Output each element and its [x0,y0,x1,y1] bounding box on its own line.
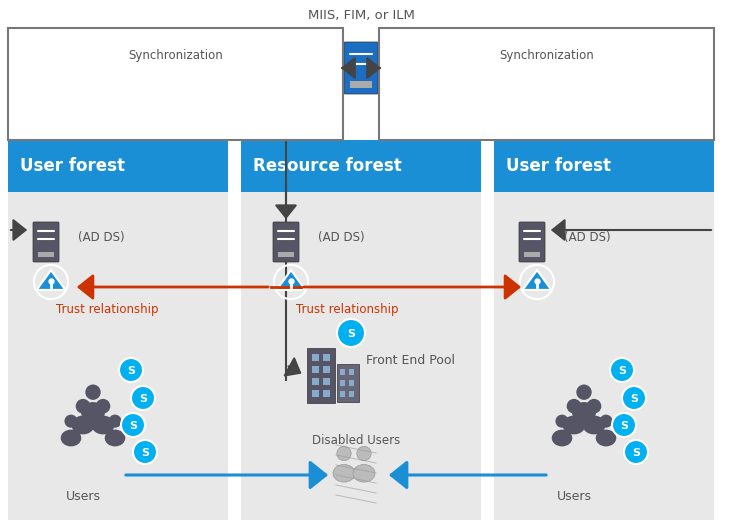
Bar [340,380,345,386]
Bar [37,251,55,257]
Ellipse shape [105,430,125,446]
Bar [323,353,330,360]
Polygon shape [276,270,306,290]
Bar [494,140,714,520]
Ellipse shape [572,402,596,422]
Text: S: S [129,421,137,431]
Bar [8,140,228,192]
Text: Front End Pool: Front End Pool [366,353,455,367]
Ellipse shape [595,430,616,446]
Text: Resource forest: Resource forest [253,157,402,175]
Ellipse shape [91,416,114,434]
Bar [323,366,330,372]
Text: S: S [630,394,638,404]
Bar [8,28,343,140]
Text: Disabled Users: Disabled Users [312,433,400,446]
Circle shape [85,385,101,400]
Circle shape [108,415,122,428]
Text: S: S [620,421,628,431]
Bar [278,251,294,257]
Text: MIIS, FIM, or ILM: MIIS, FIM, or ILM [308,8,415,22]
Text: S: S [141,448,149,458]
Bar [350,80,372,88]
Bar [340,369,345,375]
Bar [349,380,354,386]
Bar [312,366,319,372]
Ellipse shape [72,416,94,434]
Bar [241,140,481,520]
FancyBboxPatch shape [344,42,378,94]
Bar [312,389,319,397]
Circle shape [121,413,145,437]
FancyBboxPatch shape [33,222,59,262]
Ellipse shape [333,464,355,482]
Text: S: S [632,448,640,458]
Circle shape [337,319,365,347]
Bar [312,378,319,385]
Circle shape [357,446,371,461]
Circle shape [133,440,157,464]
Ellipse shape [81,402,105,422]
Text: (AD DS): (AD DS) [318,231,365,243]
Text: User forest: User forest [506,157,611,175]
Bar [349,391,354,397]
FancyBboxPatch shape [273,222,299,262]
Bar [494,140,714,192]
Circle shape [567,399,581,414]
Circle shape [131,386,155,410]
Circle shape [622,386,646,410]
Circle shape [96,399,111,414]
Circle shape [556,415,568,428]
Text: Synchronization: Synchronization [128,49,223,61]
Bar [312,353,319,360]
Ellipse shape [552,430,572,446]
Text: S: S [127,366,135,376]
Text: User forest: User forest [20,157,125,175]
Bar [524,251,540,257]
Circle shape [75,399,90,414]
Text: Synchronization: Synchronization [499,49,594,61]
Ellipse shape [353,464,375,482]
Bar [307,348,335,403]
Circle shape [612,413,636,437]
Bar [8,140,228,520]
Circle shape [576,385,592,400]
Text: S: S [618,366,626,376]
Text: (AD DS): (AD DS) [78,231,125,243]
Polygon shape [523,270,551,290]
Circle shape [624,440,648,464]
FancyBboxPatch shape [519,222,545,262]
Ellipse shape [61,430,81,446]
Bar [337,364,359,402]
Text: Users: Users [557,490,592,503]
Text: Users: Users [66,490,101,503]
Circle shape [64,415,78,428]
Ellipse shape [583,416,606,434]
Bar [340,391,345,397]
Bar [349,369,354,375]
Circle shape [610,358,634,382]
Text: (AD DS): (AD DS) [564,231,610,243]
Circle shape [119,358,143,382]
Text: S: S [347,329,355,339]
Polygon shape [37,270,66,290]
Ellipse shape [562,416,586,434]
Bar [323,378,330,385]
Circle shape [586,399,601,414]
Circle shape [599,415,613,428]
Text: Trust relationship: Trust relationship [296,304,398,316]
Bar [379,28,714,140]
Bar [323,389,330,397]
Text: S: S [139,394,147,404]
Bar [241,140,481,192]
Text: Trust relationship: Trust relationship [56,304,158,316]
Circle shape [337,446,351,461]
